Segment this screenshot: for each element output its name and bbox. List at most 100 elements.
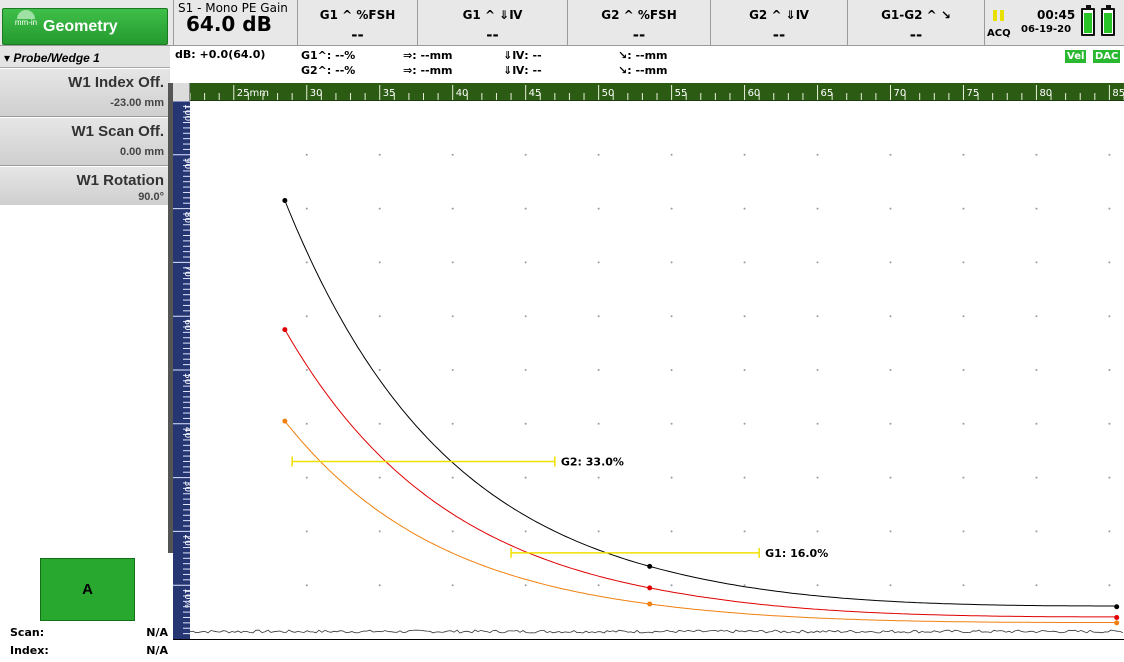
grid-dot	[743, 315, 746, 318]
grid-dot	[378, 261, 381, 264]
grid-dot	[889, 207, 892, 210]
a-scan-plot[interactable]: G2: 33.0% G1: 16.0%	[189, 101, 1124, 639]
units-icon: mm-in	[11, 10, 41, 27]
velocity-tag: Vel	[1065, 50, 1087, 63]
x-tick-label: 30	[310, 88, 323, 99]
grid-dot	[816, 261, 819, 264]
grid-dot	[889, 261, 892, 264]
a-scan-signal	[189, 629, 1124, 634]
reading-cell-g2-depth[interactable]: G2 ^ ⇓Ⅳ --	[710, 0, 847, 46]
probe-wedge-group-header[interactable]: ▾ Probe/Wedge 1	[0, 46, 170, 68]
reading-caption: G2 ^ ⇓Ⅳ	[749, 8, 809, 22]
reading-cell-g2-fsh[interactable]: G2 ^ %FSH --	[567, 0, 710, 46]
grid-dot	[524, 476, 527, 479]
scan-label: Scan:	[10, 626, 45, 639]
param-label: W1 Scan Off.	[71, 123, 164, 140]
grid-dot	[962, 422, 965, 425]
y-tick-label: 50	[182, 373, 190, 385]
grid-dot	[889, 584, 892, 587]
geometry-menu-button[interactable]: mm-in Geometry	[2, 8, 168, 45]
grid-dot	[889, 315, 892, 318]
grid-dot	[816, 476, 819, 479]
menu-title: Geometry	[43, 18, 118, 35]
reading-caption: G1 ^ %FSH	[319, 8, 396, 22]
grid-dot	[962, 530, 965, 533]
grid-dot	[378, 422, 381, 425]
index-value: N/A	[146, 644, 168, 657]
reading-cell-g1-g2[interactable]: G1-G2 ^ ↘ --	[847, 0, 984, 46]
dac-point	[1114, 614, 1120, 620]
w1-index-offset-param[interactable]: W1 Index Off. -23.00 mm	[0, 69, 170, 117]
reading-caption: G2 ^ %FSH	[601, 8, 677, 22]
reading-cell-g1-depth[interactable]: G1 ^ ⇓Ⅳ --	[417, 0, 567, 46]
scan-value: N/A	[146, 626, 168, 639]
grid-dot	[597, 584, 600, 587]
gate-label: G2: 33.0%	[561, 455, 624, 468]
grid-dot	[670, 207, 673, 210]
grid-dot	[889, 422, 892, 425]
grid-dot	[670, 369, 673, 371]
grid-dot	[524, 369, 527, 371]
dac-point	[1114, 620, 1120, 626]
y-tick-label: 60	[182, 319, 190, 331]
battery-icon	[1101, 5, 1115, 36]
gain-value: 64.0 dB	[186, 12, 272, 36]
grid-dot	[524, 584, 527, 587]
reading-caption: G1 ^ ⇓Ⅳ	[462, 8, 523, 22]
grid-dot	[451, 315, 454, 318]
grid-dot	[378, 584, 381, 587]
grid-dot	[1035, 369, 1038, 371]
gain-readout[interactable]: S1 - Mono PE Gain 64.0 dB	[173, 0, 297, 46]
panel-scrollbar[interactable]	[168, 83, 173, 553]
top-toolbar: mm-in Geometry S1 - Mono PE Gain 64.0 dB…	[0, 0, 1124, 46]
gate-label: G1: 16.0%	[765, 547, 828, 560]
dac-point	[1114, 604, 1120, 610]
grid-dot	[305, 153, 308, 156]
y-tick-label: 100	[182, 104, 190, 121]
grid-dot	[889, 476, 892, 479]
reading-cell-g1-fsh[interactable]: G1 ^ %FSH --	[297, 0, 417, 46]
param-value: 0.00 mm	[119, 146, 164, 158]
a-scan-view-button[interactable]: A	[40, 558, 135, 621]
grid-dot	[451, 422, 454, 425]
clock: 00:45	[1037, 8, 1076, 22]
grid-dot	[743, 422, 746, 425]
grid-dot	[597, 261, 600, 264]
grid-dot	[670, 153, 673, 156]
grid-dot	[962, 261, 965, 264]
grid-dot	[524, 530, 527, 533]
grid-dot	[816, 422, 819, 425]
w1-scan-offset-param[interactable]: W1 Scan Off. 0.00 mm	[0, 118, 170, 166]
grid-dot	[743, 153, 746, 156]
grid-dot	[889, 530, 892, 533]
dac-curve	[284, 200, 1117, 607]
y-tick-label: 90	[182, 158, 190, 170]
plot-baseline	[173, 639, 1124, 662]
grid-dot	[451, 207, 454, 210]
parameter-panel: ▾ Probe/Wedge 1 W1 Index Off. -23.00 mm …	[0, 46, 173, 662]
grid-dot	[378, 476, 381, 479]
dac-point	[647, 601, 653, 607]
grid-dot	[816, 369, 819, 371]
scan-position: Scan: N/A	[10, 626, 170, 639]
acquisition-indicator-icon	[1000, 10, 1004, 21]
grid-dot	[889, 369, 892, 371]
reading-value: --	[772, 26, 786, 44]
grid-dot	[305, 315, 308, 318]
grid-dot	[597, 315, 600, 318]
grid-dot	[962, 369, 965, 371]
w1-rotation-param[interactable]: W1 Rotation 90.0°	[0, 167, 170, 205]
units-label: mm-in	[14, 18, 38, 27]
reading-value: --	[909, 26, 923, 44]
grid-dot	[1035, 153, 1038, 156]
grid-dot	[1035, 530, 1038, 533]
g2-depth: ⇓Ⅳ: --	[503, 64, 542, 77]
g2-soundpath: ⇒: --mm	[403, 64, 453, 77]
x-tick-label: 35	[383, 88, 396, 99]
grid-dot	[451, 261, 454, 264]
grid-dot	[1035, 315, 1038, 318]
grid-dot	[524, 207, 527, 210]
grid-dot	[378, 315, 381, 318]
grid-dot	[962, 207, 965, 210]
index-position: Index: N/A	[10, 644, 170, 657]
